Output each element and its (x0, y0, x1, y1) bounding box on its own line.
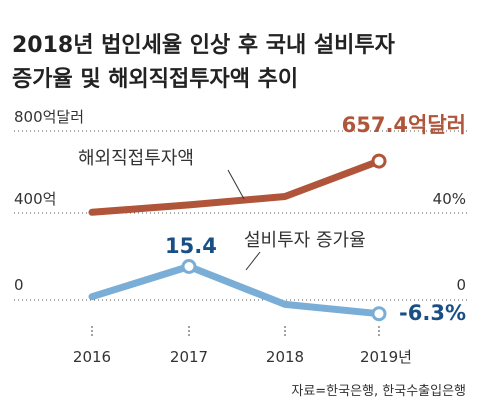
marker-foreign-investment-2019 (371, 153, 387, 169)
series-name-capex-growth: 설비투자 증가율 (244, 230, 366, 251)
marker-capex-growth-2017 (181, 259, 197, 274)
right-axis-tick-0: 0 (456, 276, 466, 294)
series-line-foreign-investment (88, 157, 383, 216)
x-label-2019: 2019년 (360, 348, 412, 366)
left-axis-tick-middle: 400억 (14, 190, 56, 208)
value-label-foreign-investment-2019: 657.4억달러 (342, 113, 466, 137)
x-label-2017: 2017 (170, 348, 208, 366)
leader-line-foreign-investment (227, 169, 245, 200)
left-axis-tick-zero: 0 (14, 276, 24, 294)
left-axis-tick-top: 800억달러 (14, 108, 84, 126)
source-note: 자료=한국은행, 한국수출입은행 (291, 383, 466, 399)
x-label-2018: 2018 (266, 348, 304, 366)
series-line-capex-growth (88, 263, 383, 318)
series-name-foreign-investment: 해외직접투자액 (78, 148, 194, 169)
leader-line-capex-growth (245, 251, 261, 271)
marker-capex-growth-2019 (371, 306, 387, 322)
right-axis-tick-40: 40% (433, 190, 466, 208)
chart-title-line-2: 증가율 및 해외직접투자액 추이 (12, 67, 298, 92)
x-label-2016: 2016 (73, 348, 111, 366)
value-label-capex-growth-2017: 15.4 (165, 234, 217, 258)
chart-title-line-1: 2018년 법인세율 인상 후 국내 설비투자 (12, 33, 396, 58)
value-label-capex-growth-2019: -6.3% (399, 301, 466, 325)
